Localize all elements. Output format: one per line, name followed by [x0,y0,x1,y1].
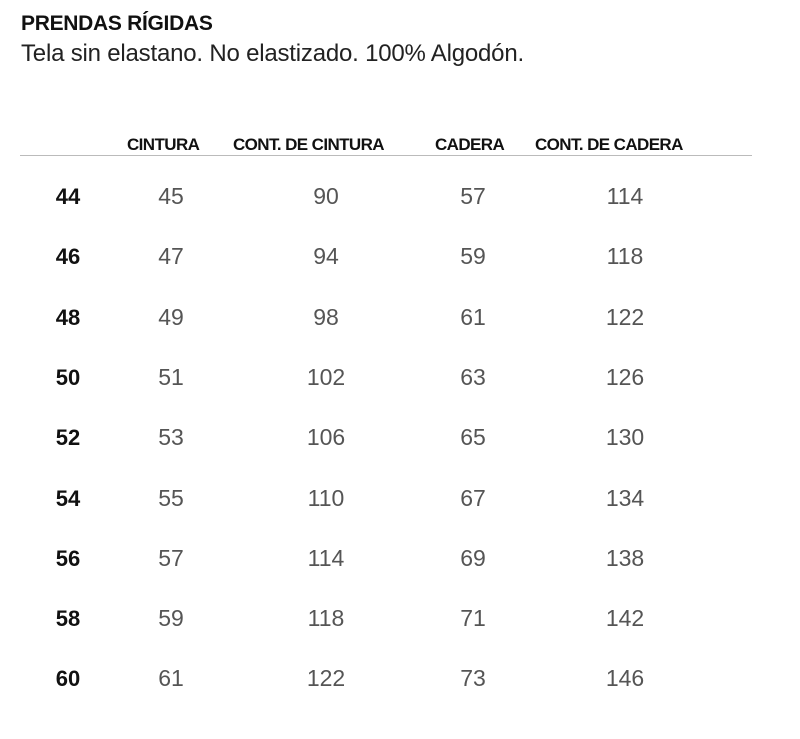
header-cont-cintura: CONT. DE CINTURA [233,135,385,154]
table-cell: 67 [460,484,486,511]
table-cell: 134 [605,484,645,511]
table-cell: 98 [313,303,339,330]
size-label: 52 [55,425,81,451]
table-cell: 69 [460,544,486,571]
table-cell: 61 [460,303,486,330]
table-cell: 63 [460,363,486,390]
table-cell: 57 [158,544,184,571]
header-cintura: CINTURA [127,135,200,154]
table-cell: 110 [307,484,345,511]
table-cell: 45 [158,183,184,209]
table-row: 50 51 102 63 126 [0,358,800,398]
table-cell: 138 [605,544,645,571]
table-cell: 65 [460,424,486,451]
table-cell: 142 [605,605,645,632]
table-row: 52 53 106 65 130 [0,418,800,458]
table-cell: 146 [605,665,645,692]
size-label: 44 [55,184,81,209]
table-row: 60 61 122 73 146 [0,659,800,699]
table-cell: 51 [158,363,184,390]
table-cell: 102 [306,363,346,390]
table-row: 46 47 94 59 118 [0,237,800,277]
table-cell: 49 [158,303,184,330]
table-row: 58 59 118 71 142 [0,599,800,639]
size-label: 58 [55,606,81,632]
table-cell: 126 [605,363,645,390]
table-cell: 55 [158,484,184,511]
table-cell: 122 [605,303,645,330]
header-cont-cadera: CONT. DE CADERA [535,135,683,154]
size-label: 50 [55,364,81,390]
table-cell: 114 [606,183,644,209]
table-row: 54 55 110 67 134 [0,479,800,519]
header-cadera: CADERA [435,135,505,154]
table-cell: 61 [158,665,184,692]
table-cell: 106 [306,424,346,451]
size-label: 60 [55,666,81,692]
size-label: 48 [55,304,81,330]
size-label: 56 [55,545,81,571]
header-divider [20,155,752,156]
page-title: PRENDAS RÍGIDAS [21,12,213,35]
page-subtitle: Tela sin elastano. No elastizado. 100% A… [21,40,524,67]
table-cell: 130 [605,424,645,451]
table-cell: 118 [307,605,345,632]
table-cell: 114 [307,544,345,571]
table-cell: 59 [158,605,184,632]
table-cell: 94 [313,243,339,270]
table-cell: 53 [158,424,184,451]
table-row: 48 49 98 61 122 [0,298,800,338]
size-label: 46 [55,244,81,270]
table-cell: 73 [460,665,486,692]
table-cell: 71 [460,605,486,632]
table-cell: 122 [306,665,346,692]
table-cell: 57 [460,183,486,209]
size-label: 54 [55,485,81,511]
table-cell: 59 [460,243,486,270]
table-cell: 90 [313,183,339,209]
table-cell: 47 [158,243,184,270]
table-row: 44 45 90 57 114 [0,177,800,217]
table-cell: 118 [606,243,644,270]
table-row: 56 57 114 69 138 [0,539,800,579]
